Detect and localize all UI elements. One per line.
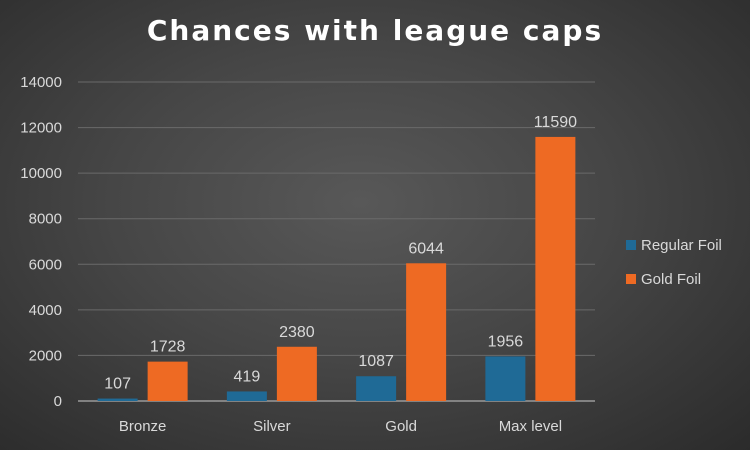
bar <box>406 263 447 401</box>
data-label: 6044 <box>408 240 444 257</box>
bar <box>535 136 576 401</box>
bar <box>276 346 317 401</box>
y-tick-label: 4000 <box>29 302 62 319</box>
x-tick-label: Bronze <box>119 418 167 435</box>
data-label: 1087 <box>358 353 394 370</box>
legend-swatch-gold-foil <box>626 274 636 284</box>
y-tick-label: 2000 <box>29 347 62 364</box>
legend: Regular Foil Gold Foil <box>626 228 722 296</box>
x-tick-label: Max level <box>499 418 562 435</box>
data-label: 419 <box>234 368 261 385</box>
data-label: 2380 <box>279 324 315 341</box>
legend-item-gold-foil: Gold Foil <box>626 262 722 296</box>
bar <box>147 361 188 401</box>
legend-item-regular-foil: Regular Foil <box>626 228 722 262</box>
data-label: 1956 <box>488 333 524 350</box>
y-tick-label: 12000 <box>20 120 62 137</box>
legend-label: Regular Foil <box>641 236 722 254</box>
bar <box>485 356 526 401</box>
data-label: 107 <box>104 376 131 393</box>
x-tick-label: Gold <box>385 418 417 435</box>
y-tick-label: 10000 <box>20 165 62 182</box>
bar <box>356 376 397 401</box>
bar <box>226 391 267 401</box>
data-label: 11590 <box>534 114 577 131</box>
x-tick-label: Silver <box>253 418 291 435</box>
y-tick-label: 6000 <box>29 256 62 273</box>
bar <box>97 398 138 401</box>
y-tick-label: 14000 <box>20 74 62 91</box>
y-tick-label: 8000 <box>29 211 62 228</box>
data-label: 1728 <box>150 339 186 356</box>
legend-swatch-regular-foil <box>626 240 636 250</box>
legend-label: Gold Foil <box>641 270 702 288</box>
y-tick-label: 0 <box>54 393 62 410</box>
chart-title: Chances with league caps <box>146 14 604 47</box>
